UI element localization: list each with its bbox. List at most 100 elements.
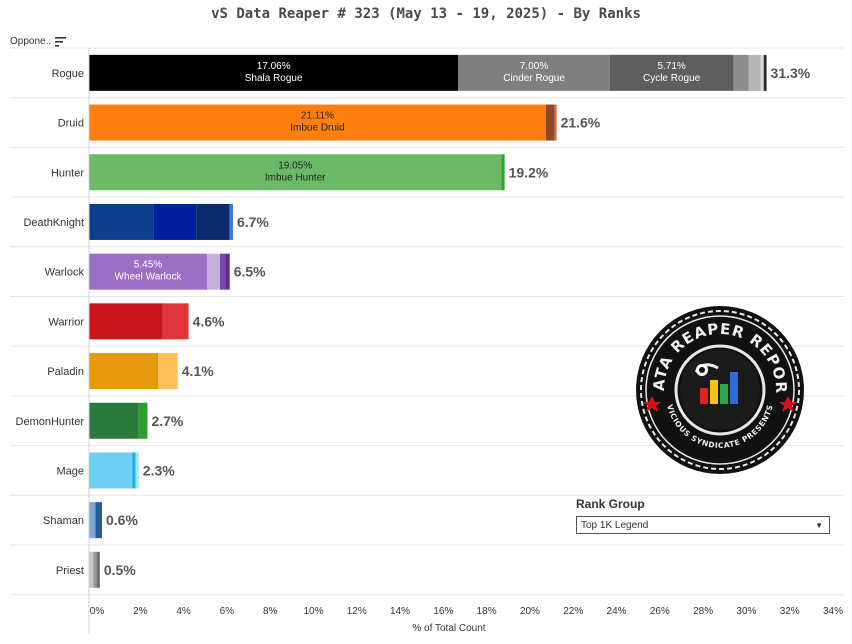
segment-name-label: Imbue Druid [290,123,344,134]
total-percent-label: 4.1% [182,363,214,379]
row-deathknight[interactable]: DeathKnight 6.7% [10,203,845,248]
row-warlock[interactable]: Warlock 5.45%Wheel Warlock 6.5% [10,253,845,297]
segment-percent-label: 7.00% [520,61,548,72]
segment-percent-label: 17.06% [257,61,291,72]
category-label: Rogue [52,68,84,80]
rank-group-title: Rank Group [576,497,645,511]
category-label: Shaman [43,515,84,527]
bar-segment[interactable] [89,104,546,141]
x-tick-label: 0% [90,606,105,617]
category-label: Priest [56,565,84,577]
bar-segment[interactable] [89,551,94,588]
segment-percent-label: 19.05% [278,160,312,171]
x-tick-label: 16% [433,606,453,617]
total-percent-label: 0.6% [106,512,138,528]
x-tick-label: 22% [563,606,583,617]
bar-segment[interactable] [225,253,230,290]
row-rogue[interactable]: Rogue 17.06%Shala Rogue 7.00%Cinder Rogue 5… [10,54,845,99]
bar-segment[interactable] [135,452,139,489]
bar-segment[interactable] [219,253,226,290]
data-reaper-logo: DATA REAPER REPORT VICIOUS SYNDICATE PRE… [627,290,806,481]
bar-segment[interactable] [609,54,734,91]
bar-segment[interactable] [153,203,197,240]
row-warrior[interactable]: Warrior 4.6% [10,303,845,347]
rank-group-filter: Rank Group Top 1K Legend ▼ [576,497,830,534]
bar-segment[interactable] [96,551,100,588]
bar-segment[interactable] [733,54,749,91]
row-shaman[interactable]: Shaman 0.6% [10,502,845,546]
bar-segment[interactable] [554,104,557,141]
rank-group-dropdown[interactable]: Top 1K Legend ▼ [576,516,830,534]
bar-segment[interactable] [760,54,764,91]
bar-segment[interactable] [196,203,230,240]
x-axis: 0% 2% 4% 6% 8% 10% 12% 14% 16% 18% 20% 22% 24% 26% 28%… [88,48,843,634]
bar-segment[interactable] [748,54,761,91]
bar-segment[interactable] [89,303,163,340]
segment-name-label: Imbue Hunter [265,172,326,183]
dropdown-arrow-icon: ▼ [815,520,823,530]
x-tick-label: 12% [347,606,367,617]
segment-name-label: Cycle Rogue [643,73,701,84]
category-label: Warrior [48,316,84,328]
category-label: Mage [56,465,84,477]
x-tick-label: 24% [607,606,627,617]
bar-segment[interactable] [545,104,555,141]
total-percent-label: 21.6% [561,115,601,131]
x-tick-label: 30% [736,606,756,617]
bar-segment[interactable] [89,502,96,539]
x-tick-label: 4% [176,606,191,617]
rank-group-selected: Top 1K Legend [581,519,649,531]
segment-name-label: Shala Rogue [245,73,303,84]
total-percent-label: 2.3% [143,462,175,478]
row-mage[interactable]: Mage 2.3% [10,452,845,496]
bar-segment[interactable] [229,203,233,240]
x-tick-label: 26% [650,606,670,617]
bar-segment[interactable] [158,353,178,390]
total-percent-label: 4.6% [193,313,225,329]
total-percent-label: 2.7% [151,413,183,429]
bar-segment[interactable] [89,353,159,390]
category-label: Warlock [45,267,85,279]
rows-layer: Rogue 17.06%Shala Rogue 7.00%Cinder Rogue 5… [10,47,845,596]
row-priest[interactable]: Priest 0.5% [10,551,845,596]
bar-segment[interactable] [206,253,220,290]
total-percent-label: 31.3% [771,65,811,81]
chart-title: vS Data Reaper # 323 (May 13 - 19, 2025)… [211,6,641,22]
bar-segment[interactable] [89,54,459,91]
bar-segment[interactable] [138,402,148,439]
bar-segment[interactable] [763,54,767,91]
opponent-header-label: Oppone.. [10,36,52,47]
total-percent-label: 6.5% [234,264,266,280]
bar-segment[interactable] [501,154,505,191]
opponent-column-header[interactable]: Oppone.. [10,36,67,47]
bar-segment[interactable] [95,502,102,539]
bar-segment[interactable] [89,203,154,240]
bar-segment[interactable] [458,54,610,91]
segment-percent-label: 5.71% [657,61,685,72]
x-tick-label: 10% [303,606,323,617]
bar-segment[interactable] [89,253,207,290]
row-hunter[interactable]: Hunter 19.05%Imbue Hunter 19.2% [10,154,845,198]
category-label: Druid [58,118,84,130]
x-tick-label: 6% [220,606,235,617]
x-tick-label: 32% [780,606,800,617]
x-axis-title: % of Total Count [412,623,485,634]
row-druid[interactable]: Druid 21.11%Imbue Druid 21.6% [10,104,845,148]
bar-segment[interactable] [89,452,133,489]
segment-percent-label: 21.11% [301,111,334,122]
category-label: DemonHunter [16,416,85,428]
sort-icon[interactable] [55,36,67,47]
total-percent-label: 6.7% [237,214,269,230]
total-percent-label: 19.2% [509,164,549,180]
bar-segment[interactable] [89,154,502,191]
category-label: Paladin [47,366,84,378]
bar-segment[interactable] [132,452,136,489]
category-label: DeathKnight [23,217,84,229]
x-tick-label: 20% [520,606,540,617]
bar-segment[interactable] [93,551,97,588]
x-tick-label: 2% [133,606,148,617]
x-tick-label: 34% [823,606,843,617]
bar-segment[interactable] [89,402,139,439]
bar-segment[interactable] [162,303,189,340]
segment-percent-label: 5.45% [134,260,162,271]
